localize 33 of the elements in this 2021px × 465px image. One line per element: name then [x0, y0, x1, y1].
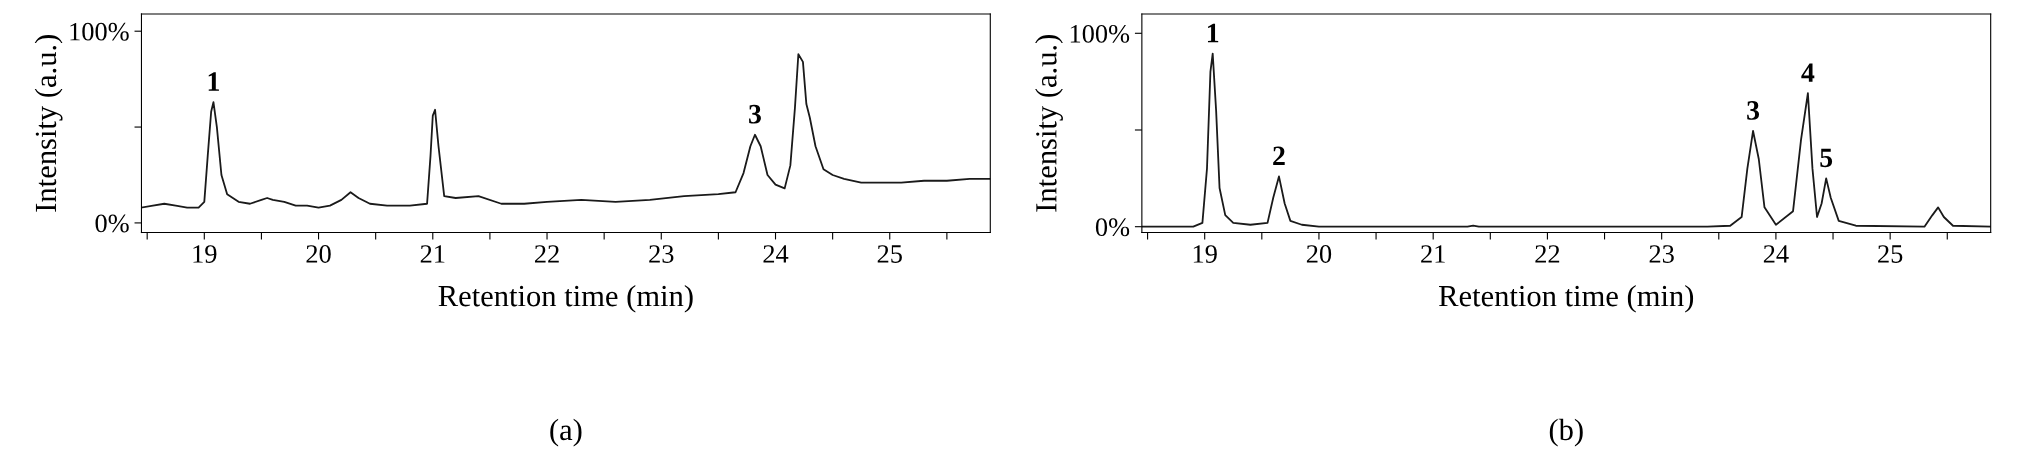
y-axis-title: Intensity (a.u.): [34, 35, 63, 212]
x-axis-title: Retention time (min): [438, 284, 693, 313]
x-tick-label: 22: [534, 245, 559, 263]
x-tick-label: 20: [1306, 245, 1332, 263]
x-tick-label: 20: [306, 245, 331, 263]
y-tick-label: 100%: [1070, 24, 1130, 43]
annotation: 3: [749, 104, 761, 124]
x-tick-label: 25: [1878, 245, 1903, 263]
x-tick-label: 24: [1763, 245, 1789, 263]
annotation: 4: [1801, 63, 1815, 82]
x-tick-label: 21: [1421, 245, 1445, 263]
x-axis-title: Retention time (min): [1439, 284, 1694, 313]
annotation: 3: [1747, 101, 1760, 120]
x-tick-label: 25: [877, 245, 902, 263]
text: (a): [550, 418, 582, 447]
line-series: [141, 53, 991, 209]
annotation: 5: [1820, 148, 1833, 168]
x-tick-label: 24: [763, 245, 789, 263]
line-series: [1141, 52, 1991, 228]
text: (b): [1549, 418, 1583, 447]
y-tick-label: 0%: [95, 214, 129, 233]
annotation: 1: [1207, 23, 1219, 43]
x-tick-label: 22: [1535, 245, 1560, 263]
y-axis-title: Intensity (a.u.): [1035, 35, 1063, 212]
annotation: 1: [208, 72, 219, 91]
x-tick-label: 21: [420, 245, 445, 263]
y-tick-label: 0%: [1095, 218, 1130, 237]
x-tick-label: 19: [193, 245, 217, 263]
x-tick-label: 23: [1649, 245, 1674, 263]
annotation: 2: [1273, 146, 1285, 165]
x-tick-label: 19: [1193, 245, 1217, 263]
y-tick-label: 100%: [70, 22, 129, 41]
x-tick-label: 23: [649, 245, 674, 263]
